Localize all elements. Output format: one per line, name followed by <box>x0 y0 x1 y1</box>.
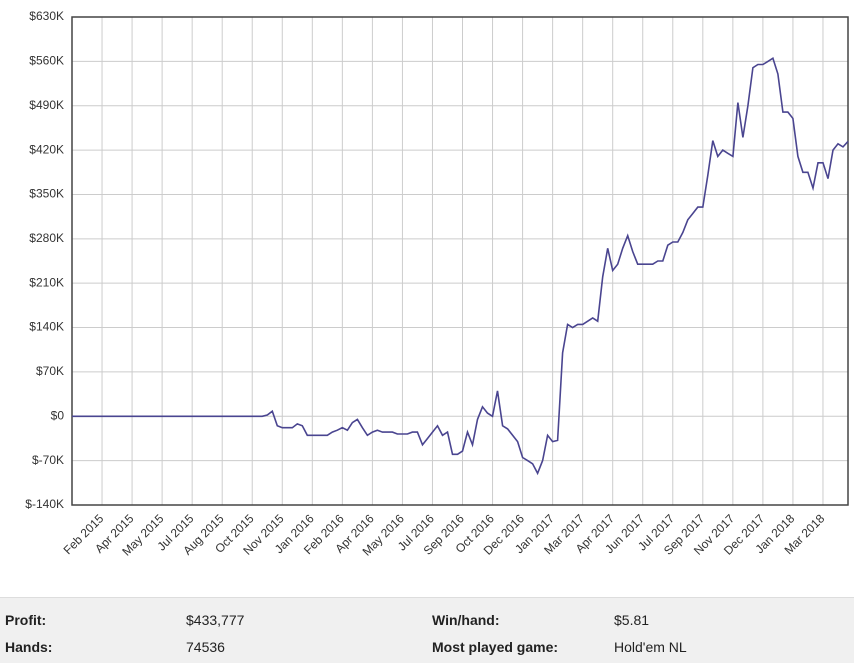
y-tick-label: $-70K <box>32 453 64 467</box>
y-tick-label: $-140K <box>25 497 64 511</box>
y-tick-label: $140K <box>29 320 64 334</box>
chart: $-140K $-70K $0 $70K $140K $210K $280K $350K $42… <box>25 9 849 559</box>
stat-value: $433,777 <box>186 612 245 628</box>
stat-label: Profit: <box>5 612 47 628</box>
y-tick-label: $0 <box>51 408 65 422</box>
stats-panel: Profit: $433,777 Win/hand: $5.81 Hands: … <box>0 597 854 663</box>
y-tick-label: $560K <box>29 54 64 68</box>
plot-border <box>71 16 849 506</box>
y-tick-label: $420K <box>29 142 64 156</box>
y-tick-label: $490K <box>29 98 64 112</box>
stat-value: $5.81 <box>614 612 650 628</box>
stat-label: Win/hand: <box>432 612 500 628</box>
stat-value: 74536 <box>186 639 225 655</box>
y-tick-label: $210K <box>29 275 64 289</box>
y-tick-label: $280K <box>29 231 64 245</box>
stat-label: Hands: <box>5 639 53 655</box>
y-tick-label: $70K <box>36 364 64 378</box>
line <box>72 56 849 476</box>
y-tick-label: $350K <box>29 187 64 201</box>
stat-label: Most played game: <box>432 639 559 655</box>
stat-value: Hold'em NL <box>614 639 687 655</box>
y-tick-label: $630K <box>29 9 64 23</box>
